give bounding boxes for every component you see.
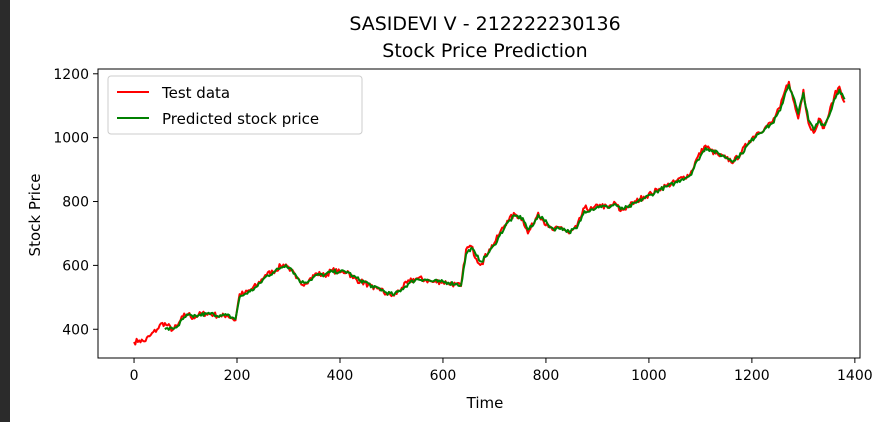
legend-label-predicted: Predicted stock price bbox=[162, 110, 319, 128]
x-tick-label: 200 bbox=[224, 368, 251, 384]
legend-box bbox=[107, 75, 363, 135]
y-tick-label: 1200 bbox=[53, 67, 89, 83]
x-tick-label: 1400 bbox=[837, 368, 873, 384]
x-tick-label: 600 bbox=[430, 368, 457, 384]
figure: SASIDEVI V - 212222230136 Stock Price Pr… bbox=[10, 0, 887, 422]
x-axis-label: Time bbox=[466, 394, 504, 412]
y-axis-label: Stock Price bbox=[26, 174, 44, 257]
legend-label-test-data: Test data bbox=[161, 84, 230, 102]
legend: Test data Predicted stock price bbox=[107, 75, 363, 135]
x-tick-label: 800 bbox=[533, 368, 560, 384]
y-tick-label: 1000 bbox=[53, 131, 89, 147]
x-tick-label: 1000 bbox=[631, 368, 667, 384]
chart-title-line1: SASIDEVI V - 212222230136 bbox=[349, 13, 620, 35]
chart-title-line2: Stock Price Prediction bbox=[382, 40, 587, 62]
y-tick-label: 400 bbox=[62, 322, 89, 338]
x-tick-label: 400 bbox=[327, 368, 354, 384]
x-tick-label: 1200 bbox=[734, 368, 770, 384]
series-line-predicted bbox=[164, 84, 846, 331]
plot-area-frame bbox=[97, 68, 861, 359]
y-tick-label: 800 bbox=[62, 195, 89, 211]
x-tick-label: 0 bbox=[130, 368, 139, 384]
y-tick-label: 600 bbox=[62, 258, 89, 274]
chart-svg: SASIDEVI V - 212222230136 Stock Price Pr… bbox=[26, 13, 873, 412]
